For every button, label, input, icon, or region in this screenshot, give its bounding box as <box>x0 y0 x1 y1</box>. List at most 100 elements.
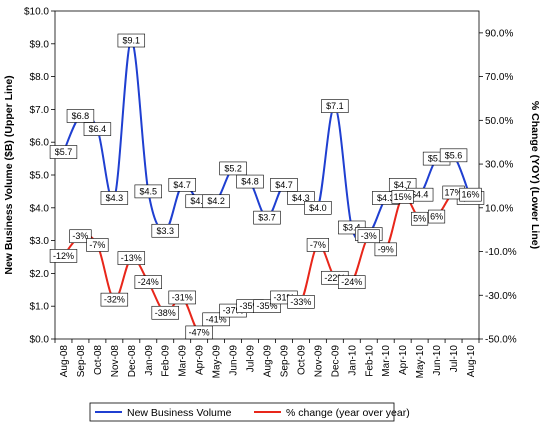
volume-data-label: $6.8 <box>66 109 95 123</box>
data-label-box <box>151 223 179 238</box>
data-label-box <box>134 275 162 289</box>
pct-data-label: -7% <box>86 238 109 252</box>
volume-data-label: $5.2 <box>219 161 247 176</box>
data-label-text: $3.4 <box>343 222 361 232</box>
volume-data-label: $6.4 <box>83 122 112 136</box>
data-label-text: $3.7 <box>258 213 276 223</box>
data-label-box <box>100 191 129 205</box>
x-tick-label: Jul-10 <box>449 345 460 373</box>
data-label-text: $6.8 <box>72 111 90 121</box>
y-tick-label: $6.0 <box>30 138 50 149</box>
y2-tick-label: -30.0% <box>485 291 517 302</box>
data-label-text: -31% <box>273 292 294 302</box>
x-tick-label: Sep-08 <box>76 345 87 378</box>
y2-tick-label: -10.0% <box>485 247 517 258</box>
y-tick-label: $1.0 <box>30 302 50 313</box>
y-tick-label: $4.0 <box>30 203 50 214</box>
data-label-box <box>134 184 162 199</box>
x-tick-label: Nov-08 <box>110 345 121 378</box>
data-label-box <box>357 229 380 244</box>
pct-data-label: -31% <box>168 290 196 305</box>
x-tick-label: Sep-09 <box>279 345 290 378</box>
y2-tick-label: -50.0% <box>485 335 517 346</box>
data-label-text: -24% <box>341 277 362 287</box>
data-label-box <box>321 99 349 113</box>
data-label-text: $5.5 <box>428 154 446 164</box>
x-tick-label: Dec-09 <box>330 345 341 378</box>
data-label-text: $9.1 <box>123 36 141 46</box>
x-tick-label: May-09 <box>212 345 223 379</box>
pct-data-label: -33% <box>287 295 315 309</box>
data-label-box <box>168 290 196 305</box>
data-label-text: $5.6 <box>445 150 463 160</box>
data-label-box <box>304 201 332 215</box>
volume-data-label: $4.8 <box>236 174 264 189</box>
volume-data-label: $3.3 <box>151 223 179 238</box>
x-tick-label: Mar-10 <box>381 345 392 377</box>
data-label-text: -13% <box>121 253 142 263</box>
data-label-box <box>86 238 109 252</box>
x-tick-label: Apr-09 <box>195 345 206 375</box>
data-label-text: -31% <box>172 292 193 302</box>
data-label-box <box>338 275 366 289</box>
right-axis-ticks: -50.0% -30.0% -10.0% 10.0% 30.0% 50.0% 70.0% 90… <box>479 28 517 346</box>
legend-box <box>89 402 395 422</box>
data-label-box <box>306 238 329 252</box>
data-label-box <box>49 249 78 263</box>
y-axis-title: New Business Volume ($B) (Upper Line) <box>3 75 15 274</box>
volume-data-label: $5.7 <box>49 145 78 159</box>
data-label-text: $3.3 <box>156 226 174 236</box>
volume-data-label: $5.6 <box>439 148 468 163</box>
x-tick-label: Aug-09 <box>263 345 274 378</box>
data-label-box <box>151 305 179 320</box>
data-label-text: -12% <box>53 251 74 261</box>
volume-data-label: $4.7 <box>168 178 196 192</box>
data-label-box <box>391 190 414 204</box>
pct-data-label: -47% <box>185 325 213 340</box>
data-label-text: $5.2 <box>224 163 242 173</box>
pct-data-label: 16% <box>459 187 482 202</box>
data-label-text: $4.5 <box>140 186 158 196</box>
data-label-text: $5.7 <box>55 147 73 157</box>
pct-data-label: -38% <box>151 305 179 320</box>
data-label-text: -7% <box>89 240 105 250</box>
pct-data-label: -7% <box>306 238 329 252</box>
data-label-text: $4.7 <box>275 180 293 190</box>
data-label-text: -41% <box>206 314 227 324</box>
data-labels: $5.7 $6.8 $6.4 $4.3 $9.1 $4.5 $3.3 $4.7 $4.1 $4.2… <box>49 33 485 340</box>
x-tick-label: Jun-10 <box>432 345 443 376</box>
x-tick-label: Jan-10 <box>347 345 358 376</box>
x-tick-label: Oct-09 <box>296 345 307 375</box>
data-label-text: -24% <box>138 277 159 287</box>
data-label-text: -3% <box>361 231 377 241</box>
data-label-box <box>202 194 230 209</box>
pct-data-label: -9% <box>374 242 397 257</box>
data-label-text: -7% <box>310 240 326 250</box>
y-tick-label: $3.0 <box>30 236 50 247</box>
y2-tick-label: 10.0% <box>485 203 513 214</box>
data-label-text: $4.4 <box>411 190 429 200</box>
x-tick-label: Jun-09 <box>229 345 240 376</box>
data-label-text: 15% <box>394 192 412 202</box>
left-axis-ticks: $0.0 $1.0 $2.0 $3.0 $4.0 $5.0 $6.0 $7.0 $8.0 $9.0… <box>24 7 55 346</box>
data-label-box <box>374 242 397 257</box>
x-tick-label: Jan-09 <box>144 345 155 376</box>
pct-data-label: 6% <box>428 209 446 224</box>
y2-tick-label: 90.0% <box>485 28 513 39</box>
data-label-box <box>459 187 482 202</box>
data-label-text: $7.1 <box>326 101 344 111</box>
x-tick-label: Aug-10 <box>466 345 477 378</box>
y-tick-label: $7.0 <box>30 105 50 116</box>
y-tick-label: $8.0 <box>30 72 50 83</box>
data-label-text: $4.1 <box>190 196 208 206</box>
volume-data-label: $4.5 <box>134 184 162 199</box>
data-label-text: -47% <box>189 327 210 337</box>
data-label-text: $4.3 <box>106 193 124 203</box>
data-label-text: 17% <box>445 187 463 197</box>
data-label-text: $4.7 <box>394 180 412 190</box>
pct-data-label: -24% <box>338 275 366 289</box>
data-label-box <box>83 122 112 136</box>
legend: New Business Volume % change (year over … <box>89 402 410 422</box>
data-label-box <box>270 178 298 192</box>
volume-data-label: $9.1 <box>117 33 146 48</box>
